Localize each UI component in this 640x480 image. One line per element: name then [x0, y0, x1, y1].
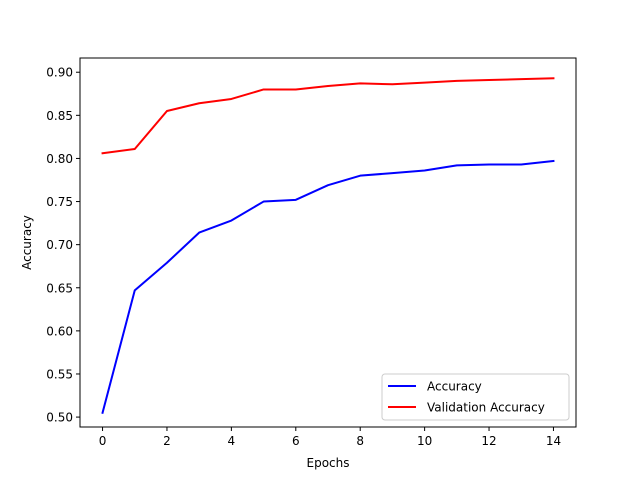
x-tick-label: 14: [546, 434, 561, 448]
series-layer: [101, 77, 555, 414]
series-line-validation-accuracy: [101, 77, 555, 155]
y-tick-label: 0.75: [46, 195, 73, 209]
plot-area: [79, 57, 577, 428]
legend: Accuracy Validation Accuracy: [381, 373, 570, 421]
x-tick-label: 8: [356, 434, 364, 448]
y-tick-label: 0.90: [46, 66, 73, 80]
y-tick-label: 0.70: [46, 238, 73, 252]
x-tick-label: 4: [228, 434, 236, 448]
legend-label-validation-accuracy: Validation Accuracy: [427, 401, 545, 415]
x-tick-label: 0: [99, 434, 107, 448]
series-line-accuracy: [101, 159, 555, 414]
y-axis-ticks: 0.50 0.55 0.60 0.65 0.70 0.75 0.80 0.85 0.90: [46, 66, 80, 425]
y-tick-label: 0.50: [46, 411, 73, 425]
y-tick-label: 0.80: [46, 152, 73, 166]
y-tick-label: 0.85: [46, 109, 73, 123]
x-axis-ticks: 0 2 4 6 8 10 12 14: [99, 427, 561, 448]
x-tick-label: 12: [481, 434, 496, 448]
legend-label-accuracy: Accuracy: [427, 380, 482, 394]
y-tick-label: 0.55: [46, 367, 73, 381]
x-tick-label: 10: [417, 434, 432, 448]
x-tick-label: 6: [292, 434, 300, 448]
y-tick-label: 0.65: [46, 281, 73, 295]
plot-frame: [79, 57, 577, 428]
y-axis-title: Accuracy: [20, 215, 34, 270]
x-axis-title: Epochs: [307, 456, 350, 470]
legend-box: [381, 373, 570, 421]
x-tick-label: 2: [163, 434, 171, 448]
y-tick-label: 0.60: [46, 324, 73, 338]
